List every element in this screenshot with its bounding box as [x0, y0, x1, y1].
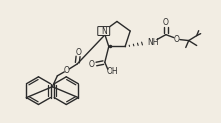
Text: O: O [174, 35, 180, 44]
Text: N: N [101, 27, 107, 36]
Text: O: O [163, 18, 169, 27]
Text: O: O [63, 66, 69, 75]
FancyBboxPatch shape [98, 27, 110, 35]
Text: O: O [89, 60, 95, 69]
Text: O: O [75, 48, 81, 57]
Text: OH: OH [107, 67, 119, 76]
Text: NH: NH [147, 38, 159, 47]
